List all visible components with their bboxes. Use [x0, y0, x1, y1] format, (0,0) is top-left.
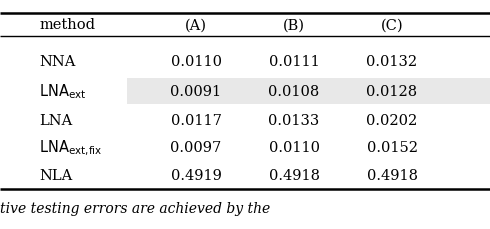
Text: 0.0108: 0.0108 — [269, 85, 319, 98]
Text: 0.0110: 0.0110 — [171, 55, 221, 69]
Text: 0.0202: 0.0202 — [367, 113, 417, 127]
Text: 0.0117: 0.0117 — [171, 113, 221, 127]
Text: 0.0152: 0.0152 — [367, 141, 417, 155]
Text: 0.4918: 0.4918 — [367, 168, 417, 182]
Text: LNA: LNA — [39, 113, 73, 127]
Text: 0.0132: 0.0132 — [367, 55, 417, 69]
Text: $\mathrm{LNA}_{\mathrm{ext,\!fix}}$: $\mathrm{LNA}_{\mathrm{ext,\!fix}}$ — [39, 138, 102, 157]
Text: tive testing errors are achieved by the: tive testing errors are achieved by the — [0, 202, 270, 215]
Text: 0.0111: 0.0111 — [269, 55, 319, 69]
Text: (C): (C) — [381, 18, 403, 32]
Text: (B): (B) — [283, 18, 305, 32]
Text: $\mathrm{LNA}_{\mathrm{ext}}$: $\mathrm{LNA}_{\mathrm{ext}}$ — [39, 82, 87, 101]
Bar — [127, 79, 490, 104]
Text: 0.0091: 0.0091 — [171, 85, 221, 98]
Text: method: method — [39, 18, 95, 32]
Text: 0.4918: 0.4918 — [269, 168, 319, 182]
Text: NNA: NNA — [39, 55, 75, 69]
Text: 0.0133: 0.0133 — [269, 113, 319, 127]
Text: 0.4919: 0.4919 — [171, 168, 221, 182]
Text: 0.0110: 0.0110 — [269, 141, 319, 155]
Text: 0.0097: 0.0097 — [171, 141, 221, 155]
Text: NLA: NLA — [39, 168, 73, 182]
Text: 0.0128: 0.0128 — [367, 85, 417, 98]
Text: (A): (A) — [185, 18, 207, 32]
